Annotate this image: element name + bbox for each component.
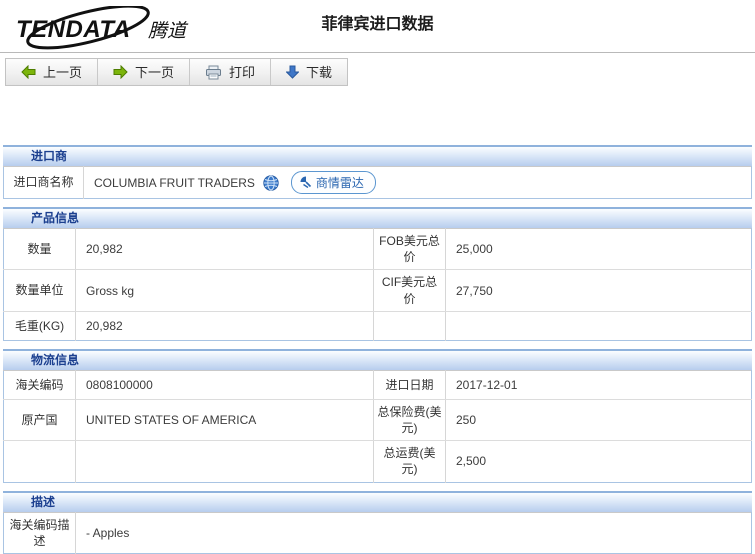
table-row: 海关编码 0808100000 进口日期 2017-12-01 [3, 370, 752, 400]
fob-total-label: FOB美元总价 [373, 228, 446, 271]
table-row: 数量单位 Gross kg CIF美元总价 27,750 [3, 269, 752, 312]
cif-total-label: CIF美元总价 [373, 269, 446, 312]
import-date-value: 2017-12-01 [445, 370, 752, 400]
origin-country-value: UNITED STATES OF AMERICA [75, 399, 374, 442]
tendata-logo-graphic: TENDATA 腾道 [16, 4, 189, 50]
hs-code-description-label: 海关编码描述 [3, 512, 76, 554]
gross-weight-value: 20,982 [75, 311, 374, 341]
section-importer: 进口商 进口商名称 COLUMBIA FRUIT TRADERS [3, 145, 752, 199]
hs-code-description-value: - Apples [86, 525, 130, 540]
page-title: 菲律宾进口数据 [321, 16, 434, 33]
section-product: 产品信息 数量 20,982 FOB美元总价 25,000 数量单位 Gross… [3, 207, 752, 341]
origin-country-label: 原产国 [3, 399, 76, 442]
quantity-label: 数量 [3, 228, 76, 271]
table-row: 进口商名称 COLUMBIA FRUIT TRADERS [3, 166, 752, 199]
hs-code-label: 海关编码 [3, 370, 76, 400]
download-label: 下载 [306, 64, 333, 80]
description-table: 海关编码描述 - Apples [3, 511, 752, 554]
quantity-value: 20,982 [75, 228, 374, 271]
cif-total-value: 27,750 [445, 269, 752, 312]
svg-text:腾道: 腾道 [148, 20, 189, 42]
arrow-left-icon [21, 65, 36, 79]
quantity-unit-value: Gross kg [75, 269, 374, 312]
section-description-title: 描述 [3, 490, 752, 512]
table-row: 海关编码描述 - Apples [3, 512, 752, 554]
table-row: 总运费(美元) 2,500 [3, 440, 752, 482]
freight-total-value: 2,500 [456, 454, 487, 469]
arrow-down-icon [286, 65, 300, 79]
print-button[interactable]: 打印 [190, 59, 272, 85]
tendata-logo: TENDATA 腾道 [10, 4, 200, 53]
empty-value [446, 311, 752, 340]
freight-total-label: 总运费(美元) [373, 440, 446, 482]
fob-total-value: 25,000 [445, 228, 752, 271]
import-date-label: 进口日期 [373, 370, 446, 400]
download-button[interactable]: 下载 [271, 59, 347, 85]
svg-text:TENDATA: TENDATA [16, 16, 131, 43]
empty-label [373, 311, 446, 341]
print-label: 打印 [229, 64, 256, 80]
arrow-right-icon [113, 65, 128, 79]
prev-page-label: 上一页 [43, 64, 83, 80]
radar-badge-button[interactable]: 商情雷达 [290, 171, 376, 194]
section-logistics: 物流信息 海关编码 0808100000 进口日期 2017-12-01 原产国… [3, 348, 752, 483]
table-row: 数量 20,982 FOB美元总价 25,000 [3, 228, 752, 271]
gross-weight-label: 毛重(KG) [3, 311, 76, 341]
section-description: 描述 海关编码描述 - Apples [3, 490, 752, 554]
importer-name-value: COLUMBIA FRUIT TRADERS [94, 175, 255, 190]
logistics-table: 海关编码 0808100000 进口日期 2017-12-01 原产国 UNIT… [3, 369, 752, 483]
radar-icon [299, 175, 312, 191]
importer-table: 进口商名称 COLUMBIA FRUIT TRADERS [3, 166, 752, 199]
importer-name-label: 进口商名称 [3, 166, 84, 199]
insurance-total-label: 总保险费(美元) [373, 399, 446, 442]
toolbar: 上一页 下一页 打印 下载 [5, 58, 349, 86]
product-table: 数量 20,982 FOB美元总价 25,000 数量单位 Gross kg C… [3, 228, 752, 341]
hs-code-value: 0808100000 [75, 370, 374, 400]
printer-icon [205, 65, 222, 80]
globe-icon[interactable] [263, 174, 279, 191]
next-page-label: 下一页 [135, 64, 175, 80]
section-logistics-title: 物流信息 [3, 348, 752, 370]
insurance-total-value: 250 [445, 399, 752, 442]
top-bar: TENDATA 腾道 菲律宾进口数据 [0, 0, 755, 53]
empty-label [3, 440, 76, 482]
table-row: 原产国 UNITED STATES OF AMERICA 总保险费(美元) 25… [3, 399, 752, 442]
section-product-title: 产品信息 [3, 207, 752, 228]
radar-badge-label: 商情雷达 [315, 176, 364, 190]
prev-page-button[interactable]: 上一页 [6, 59, 99, 85]
quantity-unit-label: 数量单位 [3, 269, 76, 312]
table-row: 毛重(KG) 20,982 [3, 311, 752, 341]
section-importer-title: 进口商 [3, 145, 752, 166]
next-page-button[interactable]: 下一页 [98, 59, 191, 85]
empty-value [75, 440, 374, 482]
